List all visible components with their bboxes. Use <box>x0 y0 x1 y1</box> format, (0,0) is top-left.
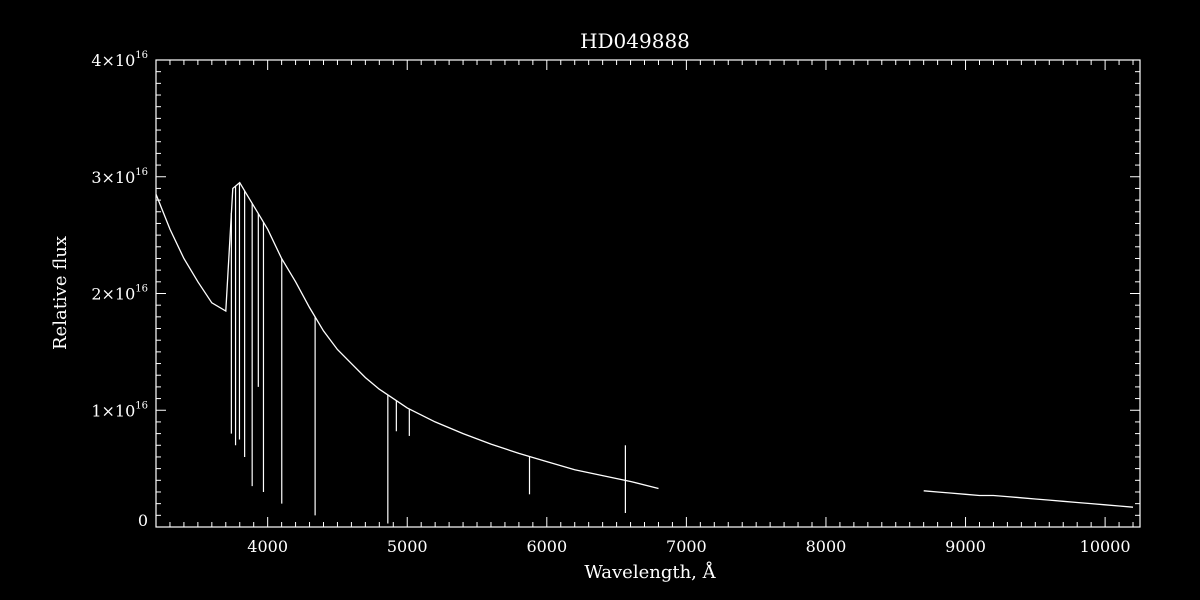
x-tick-label: 10000 <box>1080 537 1131 556</box>
x-tick-label: 9000 <box>945 537 986 556</box>
y-tick-label: 3×1016 <box>91 167 148 187</box>
y-tick-base: 4×10 <box>91 51 135 70</box>
x-tick-label: 5000 <box>387 537 428 556</box>
y-tick-label: 4×1016 <box>91 50 148 70</box>
y-tick-base: 1×10 <box>91 401 135 420</box>
spectrum-line-red <box>923 490 1134 508</box>
y-tick-exponent: 16 <box>135 400 148 411</box>
chart-title: HD049888 <box>580 29 690 53</box>
axis-ticks <box>155 59 1140 528</box>
y-tick-label: 1×1016 <box>91 400 148 420</box>
y-tick-base: 3×10 <box>91 168 135 187</box>
y-tick-base: 0 <box>138 511 148 530</box>
y-tick-label: 0 <box>138 511 148 530</box>
x-tick-label: 4000 <box>247 537 288 556</box>
spectrum-series <box>155 181 1134 524</box>
x-tick-label: 8000 <box>806 537 847 556</box>
y-tick-exponent: 16 <box>135 167 148 178</box>
x-tick-labels: 4000 5000 6000 7000 8000 9000 10000 <box>247 537 1130 556</box>
y-axis-label: Relative flux <box>50 236 71 350</box>
x-tick-label: 6000 <box>526 537 567 556</box>
y-tick-label: 2×1016 <box>91 284 148 304</box>
y-tick-exponent: 16 <box>135 284 148 295</box>
y-tick-base: 2×10 <box>91 285 135 304</box>
x-axis-label: Wavelength, Å <box>584 561 716 583</box>
x-tick-label: 7000 <box>666 537 707 556</box>
y-tick-exponent: 16 <box>135 50 148 61</box>
spectrum-line-blue <box>155 181 659 490</box>
